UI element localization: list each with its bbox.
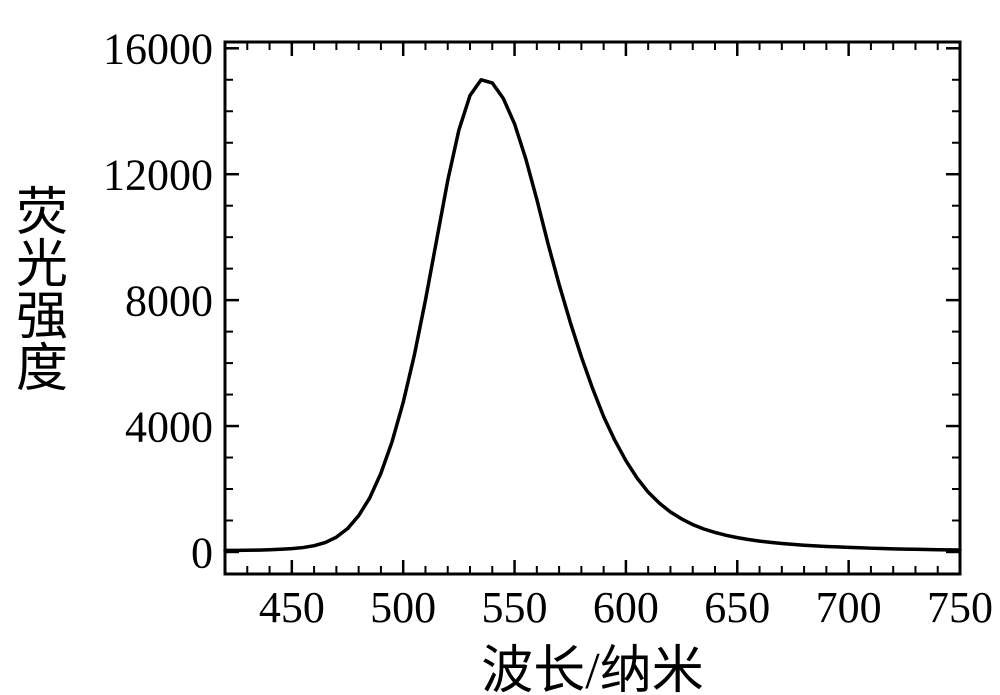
svg-text:荧: 荧 [16, 185, 68, 242]
spectrum-line [225, 80, 960, 551]
x-tick-label: 600 [593, 583, 659, 632]
svg-text:光: 光 [16, 237, 68, 294]
y-axis-label: 荧光强度 [16, 185, 68, 398]
x-axis-label: 波长/纳米 [481, 643, 703, 695]
y-tick-label: 8000 [125, 277, 213, 326]
y-tick-label: 0 [191, 528, 213, 577]
x-tick-label: 550 [482, 583, 548, 632]
x-tick-label: 500 [370, 583, 436, 632]
x-tick-label: 700 [816, 583, 882, 632]
fluorescence-spectrum-chart: 450 500 550 600 650 700 750 0 4000 8000 12000 16000… [0, 0, 1000, 695]
svg-text:度: 度 [16, 341, 68, 398]
y-tick-label: 4000 [125, 402, 213, 451]
y-tick-label: 12000 [103, 151, 213, 200]
x-tick-label: 450 [259, 583, 325, 632]
x-tick-label: 750 [927, 583, 993, 632]
x-tick-label: 650 [704, 583, 770, 632]
chart-svg: 450 500 550 600 650 700 750 0 4000 8000 12000 16000… [0, 0, 1000, 695]
svg-text:强: 强 [16, 289, 68, 346]
y-tick-label: 16000 [103, 25, 213, 74]
